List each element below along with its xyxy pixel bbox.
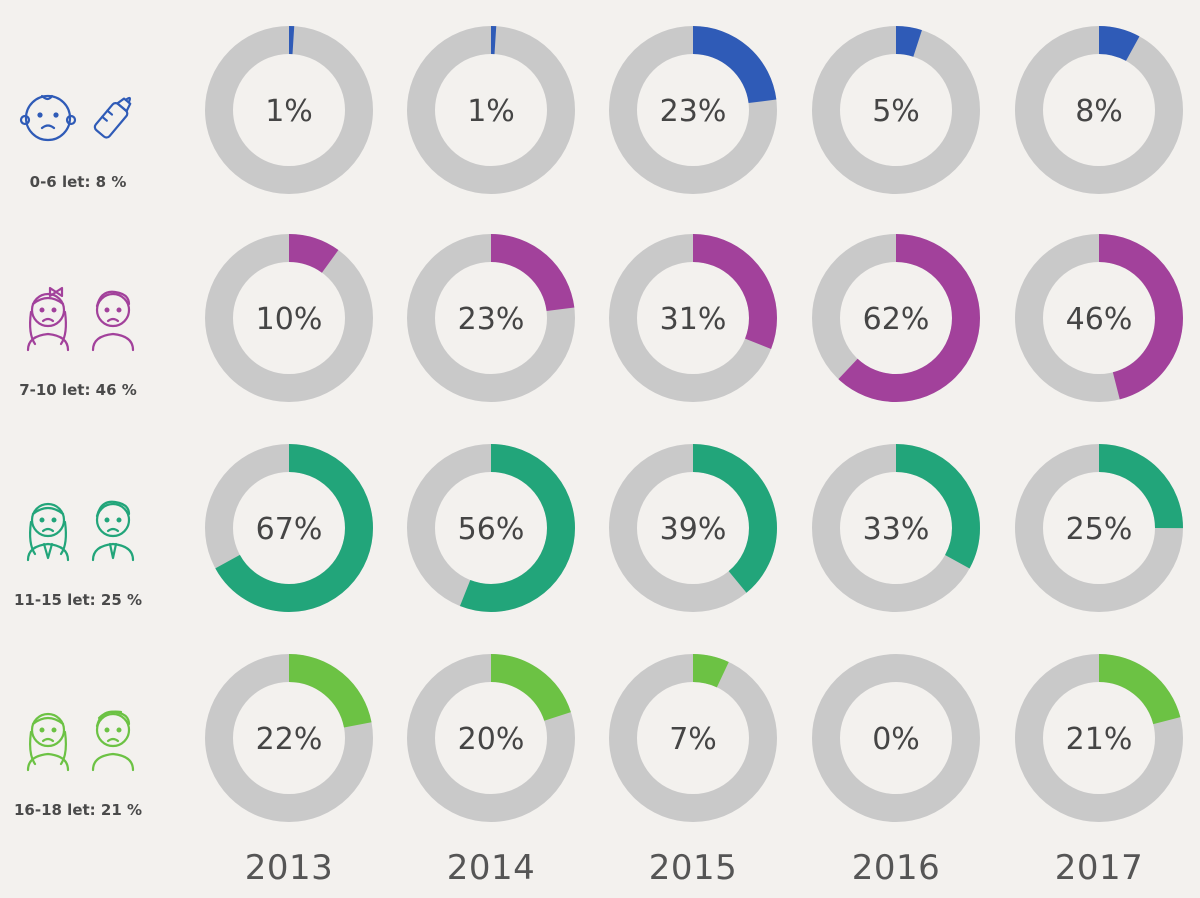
donut-value-label: 31%: [660, 302, 727, 337]
donut-segment: [1015, 234, 1183, 402]
girl-face-icon: [26, 286, 70, 352]
group-icons: [26, 286, 135, 352]
donut-segment: [205, 26, 373, 194]
donut-value-label: 1%: [467, 94, 515, 129]
donut: 21%: [1015, 654, 1183, 822]
donut-value-label: 20%: [458, 722, 525, 757]
donut: 31%: [609, 234, 777, 402]
baby-face-icon: [19, 94, 77, 142]
donut: 5%: [812, 26, 980, 194]
donut-value-label: 23%: [458, 302, 525, 337]
baby-bottle-icon: [93, 96, 132, 139]
group-icons: [19, 94, 132, 142]
teen-boy-icon: [91, 710, 135, 772]
year-label: 2015: [648, 848, 738, 888]
donut-segment: [812, 26, 980, 194]
donut-value-label: 62%: [863, 302, 930, 337]
donut: 23%: [407, 234, 575, 402]
donut: 20%: [407, 654, 575, 822]
donut: 39%: [609, 444, 777, 612]
group-icons: [26, 710, 135, 772]
donut-segment: [609, 26, 777, 194]
donut: 46%: [1015, 234, 1183, 402]
donut-value-label: 39%: [660, 512, 727, 547]
donut-segment: [609, 234, 777, 402]
group-icons: [26, 500, 135, 562]
donut-segment: [205, 444, 373, 612]
year-label: 2013: [244, 848, 334, 888]
donut-segment: [407, 444, 575, 612]
donut-segment: [205, 654, 373, 822]
donut: 7%: [609, 654, 777, 822]
donut-track: [812, 654, 980, 822]
donut: 23%: [609, 26, 777, 194]
donut: 1%: [205, 26, 373, 194]
donut-value-label: 23%: [660, 94, 727, 129]
age-group-label: 0-6 let: 8 %: [29, 173, 127, 191]
donut-segment: [1015, 654, 1183, 822]
donut-segment: [407, 654, 575, 822]
donut-value-label: 46%: [1066, 302, 1133, 337]
donut: 33%: [812, 444, 980, 612]
schoolgirl-icon: [26, 502, 70, 562]
year-label: 2016: [851, 848, 941, 888]
donut-value-label: 25%: [1066, 512, 1133, 547]
teen-girl-icon: [26, 712, 70, 772]
age-group-label: 16-18 let: 21 %: [13, 801, 143, 819]
donut: 8%: [1015, 26, 1183, 194]
age-group-label: 7-10 let: 46 %: [19, 381, 137, 399]
donut-value-label: 10%: [256, 302, 323, 337]
donut-segment: [1015, 26, 1183, 194]
donut-segment: [1015, 444, 1183, 612]
donut-segment: [812, 234, 980, 402]
donut-segment: [205, 234, 373, 402]
donut: 62%: [812, 234, 980, 402]
donut: 1%: [407, 26, 575, 194]
boy-face-icon: [91, 290, 135, 352]
year-label: 2014: [446, 848, 536, 888]
donut-value-label: 5%: [872, 94, 920, 129]
donut-value-label: 1%: [265, 94, 313, 129]
donut-segment: [407, 234, 575, 402]
donut-segment: [407, 26, 575, 194]
donut: 25%: [1015, 444, 1183, 612]
donut: 67%: [205, 444, 373, 612]
donut-value-label: 8%: [1075, 94, 1123, 129]
donut-value-label: 67%: [256, 512, 323, 547]
donut-value-label: 0%: [872, 722, 920, 757]
schoolboy-icon: [91, 500, 135, 562]
donut-value-label: 21%: [1066, 722, 1133, 757]
donut-segment: [609, 444, 777, 612]
donut: 56%: [407, 444, 575, 612]
donut: 10%: [205, 234, 373, 402]
donut: 0%: [812, 654, 980, 822]
year-label: 2017: [1054, 848, 1144, 888]
donut-value-label: 33%: [863, 512, 930, 547]
donut-value-label: 56%: [458, 512, 525, 547]
donut-segment: [812, 444, 980, 612]
donut-value-label: 22%: [256, 722, 323, 757]
age-group-label: 11-15 let: 25 %: [13, 591, 143, 609]
donut-value-label: 7%: [669, 722, 717, 757]
donut-segment: [609, 654, 777, 822]
donut: 22%: [205, 654, 373, 822]
